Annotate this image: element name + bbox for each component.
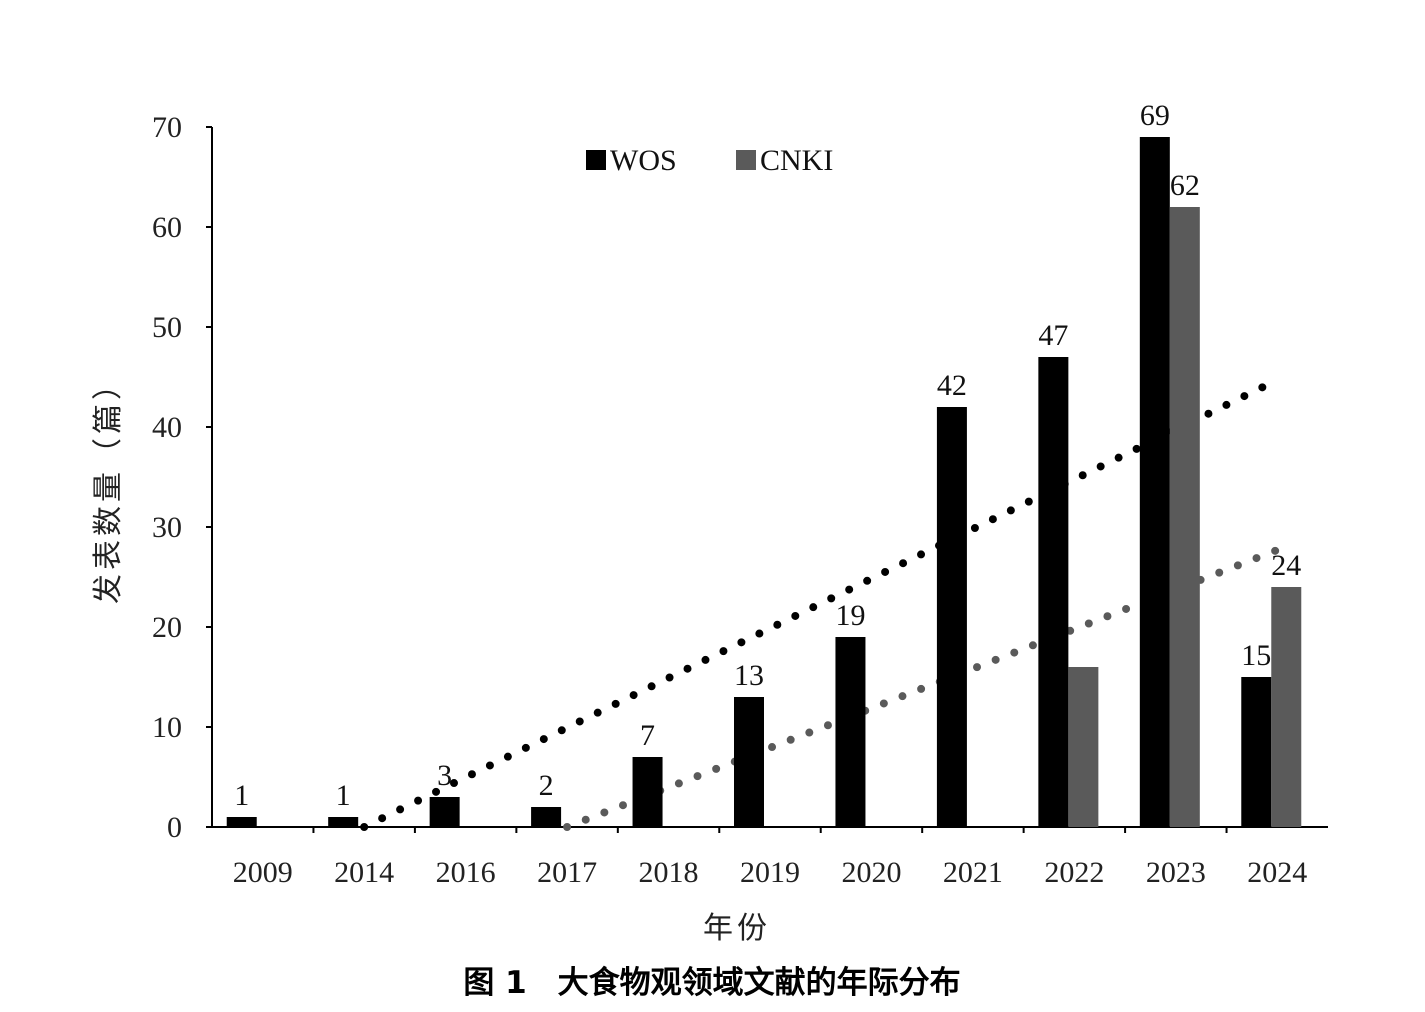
bar-wos [632, 757, 663, 827]
bar-cnki [1068, 667, 1099, 827]
y-tick-label: 60 [152, 211, 182, 244]
data-label-wos: 2 [539, 769, 554, 802]
data-label-wos: 15 [1241, 639, 1271, 672]
bar-wos [734, 697, 764, 827]
y-tick-label: 50 [152, 311, 182, 344]
x-tick-label: 2016 [436, 856, 496, 889]
data-label-wos: 42 [937, 369, 967, 402]
x-tick-label: 2022 [1044, 856, 1104, 889]
data-label-wos: 69 [1140, 99, 1170, 132]
legend-swatch-wos [586, 150, 606, 170]
data-label-wos: 1 [336, 779, 351, 812]
trendlines [360, 376, 1282, 831]
x-tick-label: 2021 [943, 856, 1003, 889]
x-tick-label: 2020 [841, 856, 901, 889]
bar-cnki [1169, 207, 1200, 827]
trendline-cnki [563, 546, 1282, 831]
data-label-cnki: 24 [1271, 549, 1301, 582]
data-label-wos: 1 [234, 779, 249, 812]
bar-cnki [1271, 587, 1302, 827]
x-axis-title: 年份 [703, 911, 771, 946]
x-tick-label: 2014 [334, 856, 394, 889]
x-tick-label: 2018 [639, 856, 699, 889]
x-axis-ticks: 2009 2014 2016 2017 2018 2019 2020 2021 2022 2023… [233, 827, 1307, 889]
bar-wos [226, 817, 257, 827]
data-label-wos: 19 [835, 599, 865, 632]
x-tick-label: 2024 [1247, 856, 1307, 889]
legend-label-wos: WOS [610, 144, 677, 177]
bars [226, 137, 1302, 827]
y-tick-label: 10 [152, 711, 182, 744]
data-label-cnki: 62 [1170, 169, 1200, 202]
y-axis-title: 发表数量（篇） [91, 366, 126, 604]
bar-wos [835, 637, 866, 827]
data-label-wos: 7 [640, 719, 655, 752]
data-label-wos: 3 [437, 759, 452, 792]
legend-swatch-cnki [736, 150, 756, 170]
x-tick-label: 2017 [537, 856, 597, 889]
bar-wos [936, 407, 967, 827]
legend-label-cnki: CNKI [760, 144, 833, 177]
bar-wos [328, 817, 359, 827]
y-axis-ticks: 0 10 20 30 40 50 60 70 [152, 111, 212, 844]
figure-caption: 图 1 大食物观领域文献的年际分布 [463, 965, 960, 1001]
plot-area: 0 10 20 30 40 50 60 70 2009 2014 2016 2017 2018 2019… [152, 99, 1328, 889]
y-tick-label: 40 [152, 411, 182, 444]
y-tick-label: 70 [152, 111, 182, 144]
x-tick-label: 2009 [233, 856, 293, 889]
y-tick-label: 0 [167, 811, 182, 844]
legend: WOS CNKI [586, 144, 833, 177]
bar-wos [1139, 137, 1170, 827]
bar-wos [531, 807, 562, 827]
bar-wos [429, 797, 460, 827]
y-tick-label: 20 [152, 611, 182, 644]
bar-wos [1241, 677, 1272, 827]
data-label-wos: 47 [1038, 319, 1068, 352]
y-tick-label: 30 [152, 511, 182, 544]
x-tick-label: 2019 [740, 856, 800, 889]
x-tick-label: 2023 [1146, 856, 1206, 889]
data-label-wos: 13 [734, 659, 764, 692]
bar-wos [1038, 357, 1069, 827]
